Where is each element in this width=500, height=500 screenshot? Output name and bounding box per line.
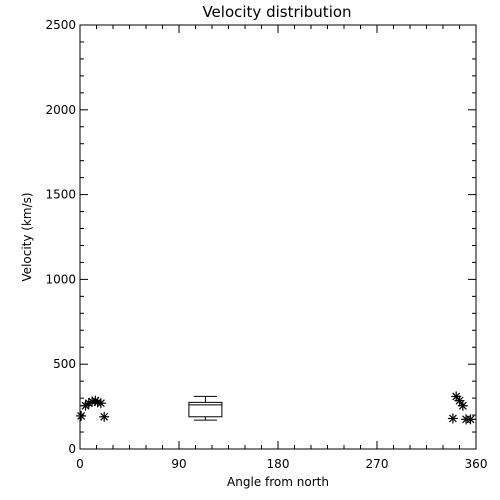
data-point (447, 413, 458, 424)
x-tick-label: 90 (171, 457, 186, 471)
data-point (95, 398, 106, 409)
y-tick-label: 1500 (45, 188, 76, 202)
x-tick-label: 270 (366, 457, 389, 471)
tick-marks (79, 24, 477, 450)
data-point (76, 410, 87, 421)
y-tick-label: 2500 (45, 18, 76, 32)
y-tick-label: 1000 (45, 272, 76, 286)
data-point (465, 414, 476, 425)
x-tick-label: 360 (465, 457, 488, 471)
y-tick-label: 2000 (45, 103, 76, 117)
chart-title: Velocity distribution (202, 3, 351, 21)
x-tick-label: 0 (76, 457, 84, 471)
data-point (99, 411, 110, 422)
x-axis-label: Angle from north (227, 475, 329, 489)
data-point (454, 395, 465, 406)
y-tick-label: 0 (68, 442, 76, 456)
boxplot (188, 395, 223, 421)
y-axis-label: Velocity (km/s) (20, 192, 34, 281)
tick-labels: 0 90 180 270 360 0 500 1000 1500 2000 2500 (45, 18, 487, 471)
data-points (76, 391, 476, 425)
y-tick-label: 500 (53, 357, 76, 371)
data-point (457, 400, 468, 411)
x-tick-label: 180 (267, 457, 290, 471)
